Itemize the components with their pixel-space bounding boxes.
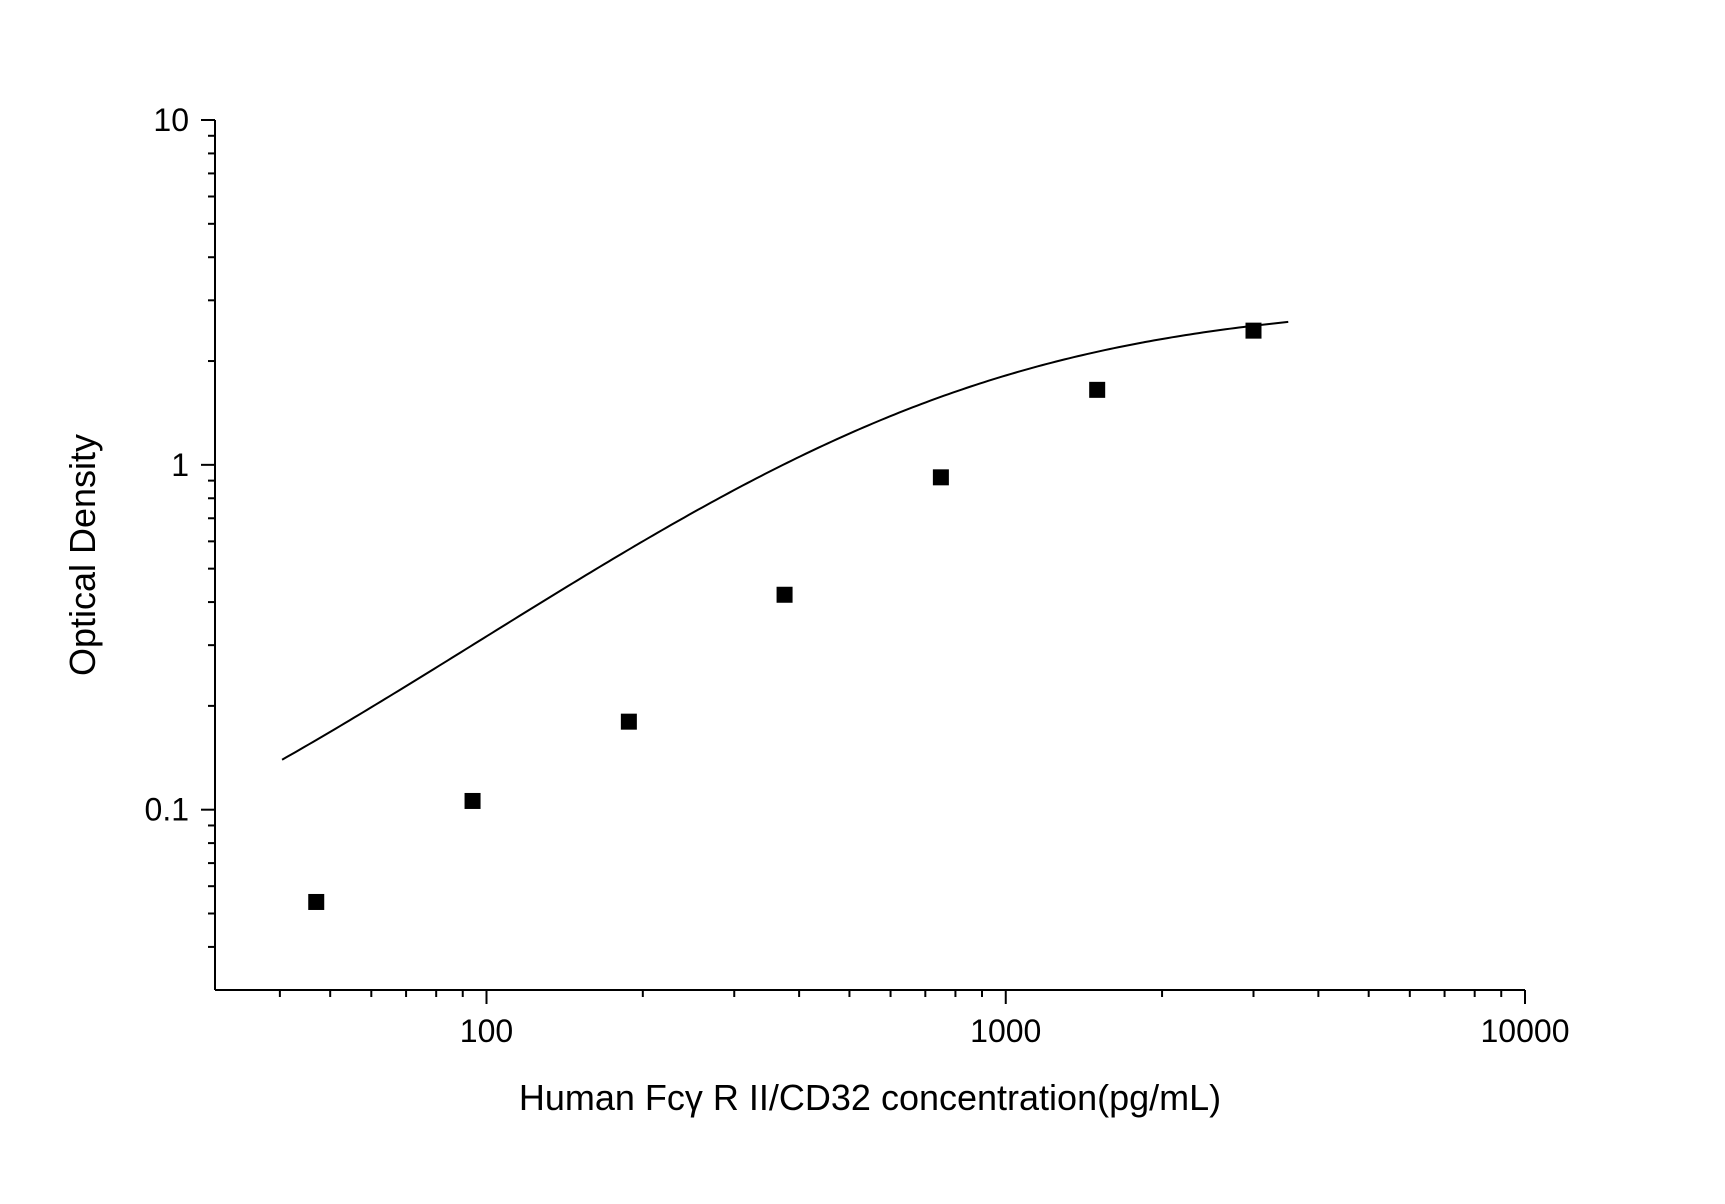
x-tick-label: 1000	[970, 1013, 1041, 1049]
y-axis-label: Optical Density	[62, 434, 103, 676]
data-marker	[1089, 382, 1105, 398]
y-tick-label: 0.1	[145, 792, 189, 828]
x-tick-label: 100	[460, 1013, 513, 1049]
x-axis-label: Human Fcγ R II/CD32 concentration(pg/mL)	[519, 1077, 1221, 1118]
data-marker	[777, 587, 793, 603]
chart-svg: 100 1000 10000 0.1 1 10 Human Fcγ R II/CD32 co…	[0, 0, 1725, 1204]
y-tick-label: 10	[153, 102, 189, 138]
data-marker	[621, 714, 637, 730]
data-marker	[465, 793, 481, 809]
y-tick-label: 1	[171, 447, 189, 483]
x-tick-label: 10000	[1481, 1013, 1570, 1049]
data-marker	[1246, 323, 1262, 339]
data-marker	[308, 894, 324, 910]
data-marker	[933, 469, 949, 485]
chart-container: 100 1000 10000 0.1 1 10 Human Fcγ R II/CD32 co…	[0, 0, 1725, 1204]
